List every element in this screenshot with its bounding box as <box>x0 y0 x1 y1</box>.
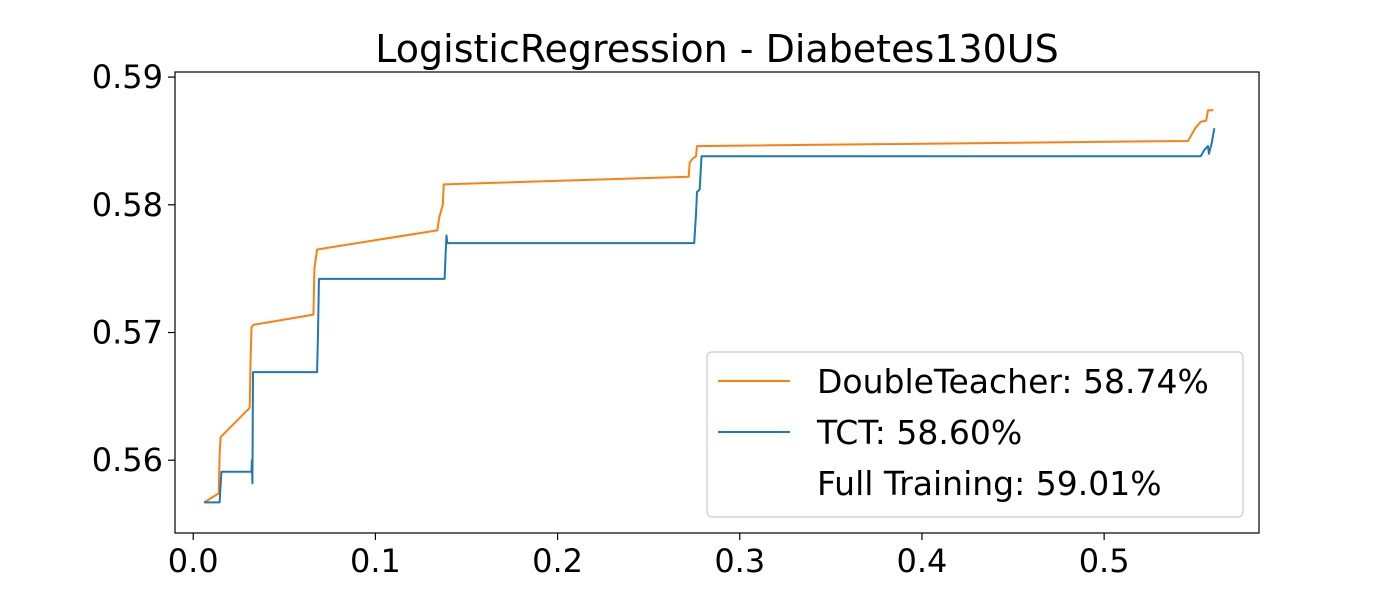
y-tick-label-2: 0.58 <box>92 186 163 224</box>
x-tick-label-0: 0.0 <box>168 542 219 580</box>
legend: DoubleTeacher: 58.74% TCT: 58.60% Full Tra… <box>706 351 1244 518</box>
chart-title: LogisticRegression - Diabetes130US <box>375 27 1058 71</box>
y-tick-label-1: 0.57 <box>92 314 163 352</box>
legend-box <box>706 351 1244 518</box>
plot-area-frame <box>174 71 1260 534</box>
x-tick-label-4: 0.4 <box>897 542 948 580</box>
series-line-1 <box>204 128 1216 504</box>
legend-label-0: DoubleTeacher: 58.74% <box>817 362 1209 401</box>
y-tick-label-0: 0.56 <box>92 441 163 479</box>
legend-label-2: Full Training: 59.01% <box>817 464 1162 503</box>
x-tick-label-3: 0.3 <box>714 542 765 580</box>
x-tick-label-2: 0.2 <box>532 542 583 580</box>
x-tick-label-5: 0.5 <box>1079 542 1130 580</box>
x-tick-label-1: 0.1 <box>350 542 401 580</box>
y-tick-label-3: 0.59 <box>92 58 163 96</box>
legend-label-1: TCT: 58.60% <box>816 413 1022 452</box>
axis-layer: 0.0 0.1 0.2 0.3 0.4 0.5 0.56 0.57 0.58 0.59 <box>92 58 1130 580</box>
series-line-0 <box>203 109 1214 504</box>
series-layer <box>203 109 1216 504</box>
